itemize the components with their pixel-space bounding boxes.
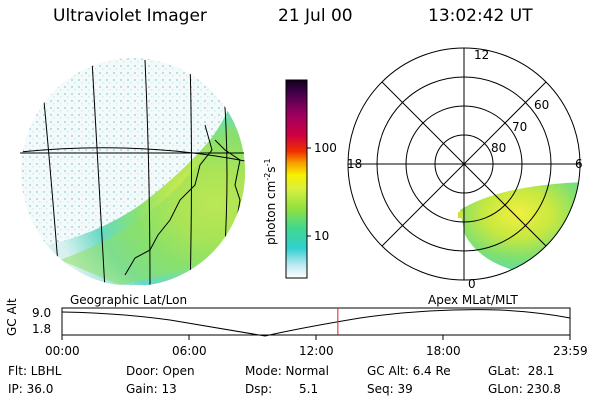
colorbar-tick-100: 100: [314, 141, 337, 155]
alt-ytick-min: 1.8: [32, 322, 52, 336]
colorbar-tick-10: 10: [314, 229, 330, 243]
seq-field: Seq: 39: [367, 382, 413, 396]
alt-xtick-1200: 12:00: [299, 344, 334, 358]
polar-panel-label: Apex MLat/MLT: [428, 293, 518, 307]
ip-field: IP: 36.0: [8, 382, 54, 396]
door-field: Door: Open: [126, 364, 195, 378]
mlt-label-6: 6: [575, 157, 583, 171]
mlt-label-0: 0: [468, 277, 476, 291]
mode-field: Mode: Normal: [245, 364, 329, 378]
time-label: 13:02:42 UT: [428, 6, 533, 26]
alt-xtick-1800: 18:00: [426, 344, 461, 358]
polar-plot: [347, 47, 581, 281]
mlt-label-18: 18: [347, 157, 363, 171]
glat-field: GLat: 28.1: [488, 364, 555, 378]
dsp-label: Dsp:: [245, 382, 273, 396]
colorbar-unit-label: photon cm-2s-1: [263, 158, 278, 245]
gc-alt-field: GC Alt: 6.4 Re: [367, 364, 451, 378]
alt-xtick-2359: 23:59: [553, 344, 588, 358]
geo-panel-label: Geographic Lat/Lon: [70, 293, 188, 307]
colorbar: [285, 79, 311, 279]
alt-ytick-max: 9.0: [32, 306, 52, 320]
alt-ylabel: GC Alt: [5, 298, 19, 336]
alt-xtick-0600: 06:00: [172, 344, 207, 358]
geo-globe-image: [20, 58, 245, 286]
dsp-value: 5.1: [299, 382, 319, 396]
lat-label-70: 70: [512, 120, 528, 134]
alt-xtick-0000: 00:00: [45, 344, 80, 358]
gain-field: Gain: 13: [126, 382, 177, 396]
altitude-plot: [61, 307, 571, 340]
mlt-label-12: 12: [474, 48, 490, 62]
filter-field: Flt: LBHL: [8, 364, 62, 378]
lat-label-60: 60: [534, 98, 550, 112]
app-title: Ultraviolet Imager: [53, 6, 207, 26]
lat-label-80: 80: [491, 141, 507, 155]
glon-field: GLon: 230.8: [488, 382, 561, 396]
date-label: 21 Jul 00: [278, 6, 353, 26]
